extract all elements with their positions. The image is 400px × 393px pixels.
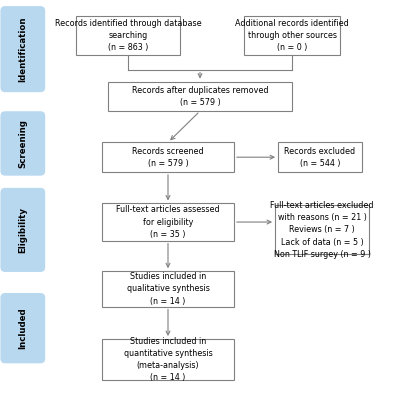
Bar (76, 16, 180, 55)
Text: Eligibility: Eligibility (18, 207, 27, 253)
Bar (275, 205, 369, 255)
Bar (102, 204, 234, 241)
Bar (102, 271, 234, 307)
FancyBboxPatch shape (0, 188, 45, 272)
FancyBboxPatch shape (0, 293, 45, 363)
Text: Full-text articles assessed
for eligibility
(n = 35 ): Full-text articles assessed for eligibil… (116, 206, 220, 239)
Text: Records excluded
(n = 544 ): Records excluded (n = 544 ) (284, 147, 356, 168)
Text: Studies included in
quantitative synthesis
(meta-analysis)
(n = 14 ): Studies included in quantitative synthes… (124, 337, 212, 382)
Text: Studies included in
qualitative synthesis
(n = 14 ): Studies included in qualitative synthesi… (126, 272, 210, 305)
Bar (278, 142, 362, 172)
Text: Records identified through database
searching
(n = 863 ): Records identified through database sear… (55, 19, 201, 52)
Text: Records screened
(n = 579 ): Records screened (n = 579 ) (132, 147, 204, 168)
Text: Full-text articles excluded
with reasons (n = 21 )
Reviews (n = 7 )
Lack of data: Full-text articles excluded with reasons… (270, 201, 374, 259)
Text: Included: Included (18, 307, 27, 349)
Text: Identification: Identification (18, 17, 27, 82)
Text: Additional records identified
through other sources
(n = 0 ): Additional records identified through ot… (235, 19, 349, 52)
Text: Screening: Screening (18, 119, 27, 168)
Bar (102, 142, 234, 172)
Bar (108, 82, 292, 111)
FancyBboxPatch shape (0, 6, 45, 92)
Text: Records after duplicates removed
(n = 579 ): Records after duplicates removed (n = 57… (132, 86, 268, 107)
FancyBboxPatch shape (0, 111, 45, 176)
Bar (102, 339, 234, 380)
Bar (244, 16, 340, 55)
